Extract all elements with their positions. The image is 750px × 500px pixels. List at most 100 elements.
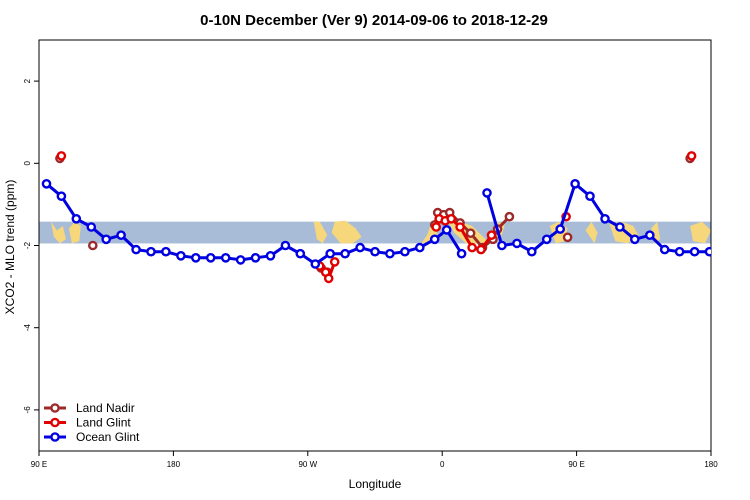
data-point-ocean-glint <box>497 240 507 251</box>
data-point-land-nadir <box>465 228 476 238</box>
data-point-ocean-glint <box>570 178 580 189</box>
series-layer <box>41 151 725 284</box>
data-point-ocean-glint <box>482 188 492 198</box>
data-point-land-glint <box>467 242 477 253</box>
data-point-ocean-glint <box>527 246 537 257</box>
series-land-glint <box>56 151 697 284</box>
data-point-ocean-glint <box>615 222 625 232</box>
data-point-ocean-glint <box>146 246 156 257</box>
legend-label: Land Nadir <box>76 401 135 415</box>
map-strip-land <box>690 221 711 244</box>
legend-marker <box>50 417 60 428</box>
legend-label: Ocean Glint <box>76 430 140 444</box>
map-strip-land <box>68 221 81 244</box>
y-tick-label: 2 <box>23 78 32 83</box>
data-point-ocean-glint <box>295 248 306 259</box>
data-point-ocean-glint <box>86 222 97 232</box>
map-strip-land <box>313 221 328 244</box>
data-point-ocean-glint <box>101 234 111 245</box>
data-point-ocean-glint <box>325 248 336 259</box>
data-point-ocean-glint <box>555 224 566 234</box>
data-point-ocean-glint <box>176 250 186 261</box>
series-line-ocean-glint <box>485 182 710 254</box>
y-axis-title: XCO2 - MLO trend (ppm) <box>3 180 17 315</box>
data-point-land-glint <box>476 244 486 255</box>
data-point-ocean-glint <box>630 234 640 245</box>
x-tick-label: 90 E <box>568 460 584 469</box>
data-point-land-nadir <box>504 211 515 222</box>
data-point-ocean-glint <box>161 246 171 257</box>
data-point-ocean-glint <box>674 246 685 257</box>
data-point-ocean-glint <box>250 252 261 263</box>
data-point-ocean-glint <box>310 259 321 269</box>
y-tick-label: -4 <box>23 324 32 332</box>
map-strip-land <box>50 221 66 244</box>
data-point-ocean-glint <box>441 225 452 235</box>
data-point-land-nadir <box>718 242 725 249</box>
data-point-land-glint <box>56 151 67 161</box>
data-point-ocean-glint <box>131 244 141 255</box>
data-point-ocean-glint <box>355 242 365 253</box>
data-point-land-glint <box>686 151 697 161</box>
data-point-ocean-glint <box>116 230 126 240</box>
data-point-ocean-glint <box>659 244 670 255</box>
legend-item-land-nadir: Land Nadir <box>44 401 135 415</box>
data-point-land-glint <box>431 222 442 232</box>
legend-marker <box>50 403 60 413</box>
y-tick-label: 0 <box>23 161 32 166</box>
data-point-ocean-glint <box>512 238 522 249</box>
data-point-land-glint <box>455 222 465 232</box>
y-tick-label: -2 <box>23 241 32 249</box>
x-tick-label: 90 E <box>31 460 47 469</box>
data-point-ocean-glint <box>541 234 552 245</box>
data-point-ocean-glint <box>235 255 246 265</box>
x-axis: 90 E 180 90 W 0 90 E 180 <box>31 451 718 469</box>
data-point-ocean-glint <box>71 213 82 224</box>
data-point-ocean-glint <box>265 250 276 261</box>
data-point-ocean-glint <box>704 246 711 257</box>
plot-frame <box>38 39 712 452</box>
data-point-land-nadir <box>88 240 98 251</box>
data-point-ocean-glint <box>205 252 216 263</box>
background-band <box>39 220 711 244</box>
data-point-ocean-glint <box>340 248 350 259</box>
legend-item-land-glint: Land Glint <box>44 416 131 430</box>
data-point-ocean-glint <box>429 234 440 245</box>
data-point-ocean-glint <box>370 246 380 257</box>
legend-marker <box>50 432 60 442</box>
series-group <box>41 151 725 284</box>
data-point-ocean-glint <box>414 242 425 253</box>
chart-title: 0-10N December (Ver 9) 2014-09-06 to 201… <box>200 12 548 29</box>
map-strip-land <box>585 221 598 244</box>
data-point-ocean-glint <box>56 191 67 201</box>
data-point-ocean-glint <box>280 240 291 251</box>
data-point-land-nadir <box>562 232 573 243</box>
data-point-ocean-glint <box>190 252 201 263</box>
data-point-ocean-glint <box>400 246 410 257</box>
x-tick-label: 180 <box>167 460 181 469</box>
x-axis-title: Longitude <box>349 477 402 491</box>
data-point-land-glint <box>323 273 334 284</box>
legend-item-ocean-glint: Ocean Glint <box>44 430 140 444</box>
data-point-land-glint <box>329 257 340 267</box>
data-point-ocean-glint <box>600 213 610 224</box>
series-ocean-glint <box>41 178 711 269</box>
data-point-ocean-glint <box>645 230 655 240</box>
data-point-ocean-glint <box>456 248 467 259</box>
y-axis: 2 0 -2 -4 -6 <box>23 78 39 413</box>
data-point-land-glint <box>446 213 457 224</box>
x-tick-label: 0 <box>440 460 445 469</box>
y-tick-label: -6 <box>23 406 32 414</box>
data-point-land-glint <box>486 230 497 240</box>
legend-label: Land Glint <box>76 416 131 430</box>
data-point-ocean-glint <box>41 178 52 189</box>
x-tick-label: 90 W <box>298 460 317 469</box>
data-point-ocean-glint <box>385 248 395 259</box>
data-point-ocean-glint <box>585 191 595 201</box>
map-strip-land <box>331 220 362 244</box>
data-point-ocean-glint <box>689 246 700 257</box>
x-tick-label: 180 <box>704 460 718 469</box>
data-point-ocean-glint <box>220 252 231 263</box>
